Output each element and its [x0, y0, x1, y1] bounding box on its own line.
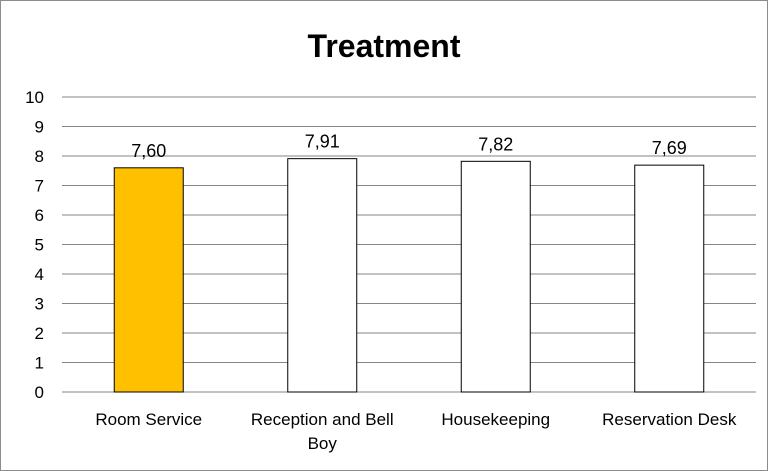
y-tick-label: 5 [35, 236, 44, 255]
bar [287, 158, 358, 393]
y-tick-label: 8 [35, 147, 44, 166]
y-tick-label: 0 [35, 383, 44, 402]
bar [460, 160, 531, 393]
bars [113, 158, 705, 393]
y-tick-label: 2 [35, 324, 44, 343]
x-tick-label: Room Service [95, 410, 202, 429]
data-label: 7,82 [478, 134, 513, 154]
y-tick-label: 1 [35, 354, 44, 373]
data-labels: 7,60 7,91 7,82 7,69 [131, 132, 687, 161]
y-axis-ticks: 0 1 2 3 4 5 6 7 8 9 10 [25, 88, 44, 402]
bar [634, 164, 705, 393]
y-tick-label: 6 [35, 206, 44, 225]
y-tick-label: 3 [35, 295, 44, 314]
y-tick-label: 10 [25, 88, 44, 107]
y-tick-label: 4 [35, 265, 44, 284]
x-tick-label: Housekeeping [441, 410, 550, 429]
chart-title: Treatment [307, 28, 461, 64]
y-tick-label: 9 [35, 118, 44, 137]
data-label: 7,91 [305, 132, 340, 152]
data-label: 7,69 [652, 138, 687, 158]
data-label: 7,60 [131, 141, 166, 161]
x-axis-ticks: Room Service Reception and Bell Boy Houseke… [95, 410, 736, 453]
bar [113, 167, 184, 393]
x-tick-label: Reservation Desk [602, 410, 737, 429]
y-tick-label: 7 [35, 177, 44, 196]
x-tick-label: Reception and Bell Boy [251, 410, 394, 453]
